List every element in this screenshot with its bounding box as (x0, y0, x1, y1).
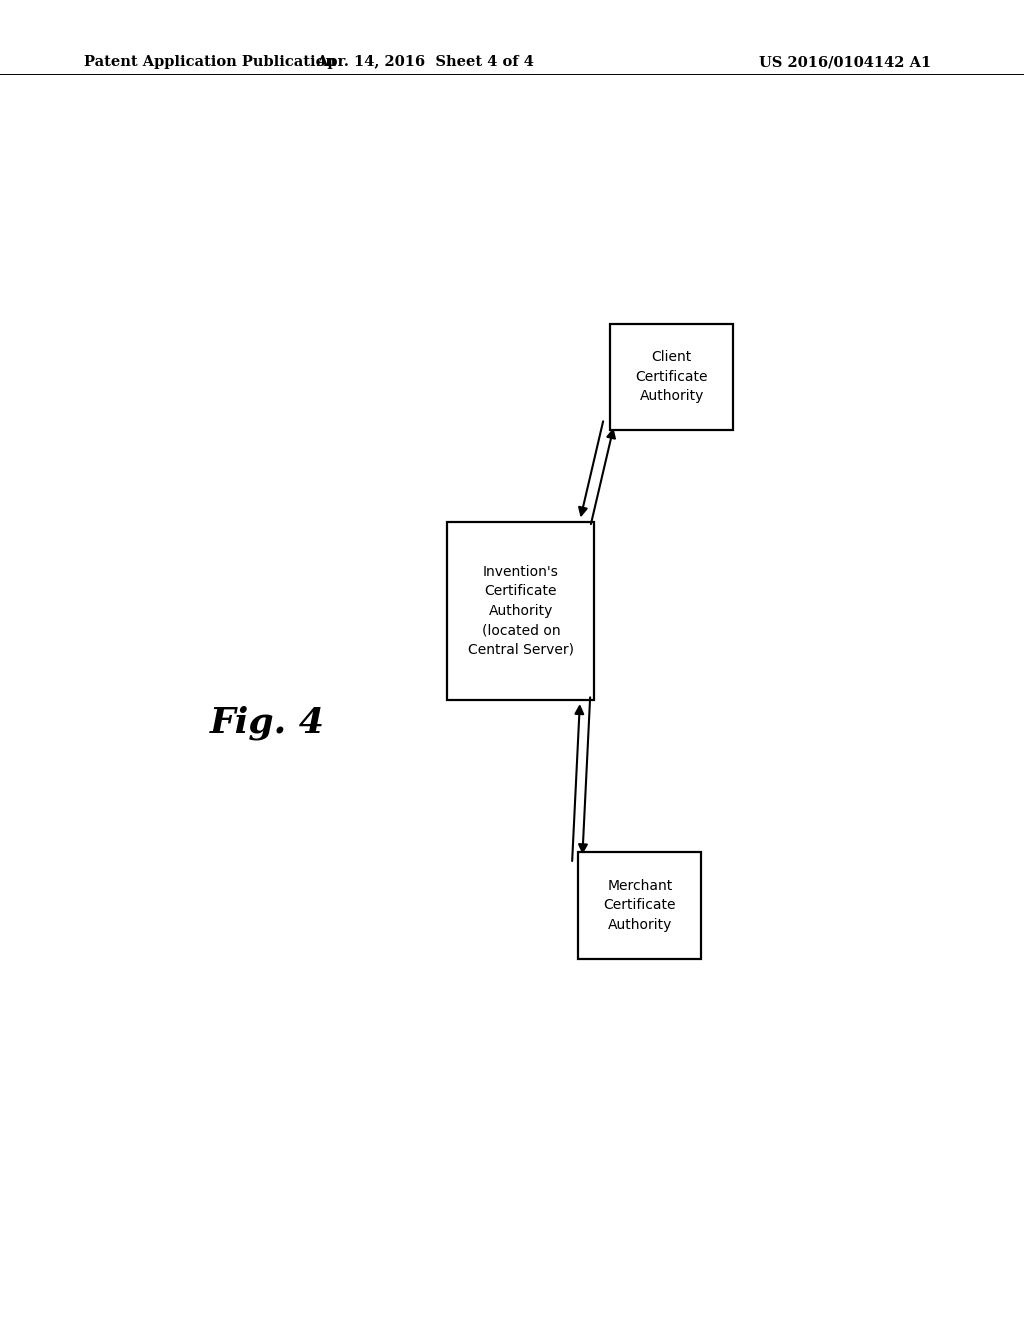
Text: Apr. 14, 2016  Sheet 4 of 4: Apr. 14, 2016 Sheet 4 of 4 (316, 55, 534, 70)
Text: Client
Certificate
Authority: Client Certificate Authority (635, 350, 708, 404)
Text: Patent Application Publication: Patent Application Publication (84, 55, 336, 70)
Bar (579, 853, 701, 958)
Text: US 2016/0104142 A1: US 2016/0104142 A1 (759, 55, 931, 70)
Bar (610, 323, 733, 430)
Text: Invention's
Certificate
Authority
(located on
Central Server): Invention's Certificate Authority (locat… (468, 565, 573, 656)
Bar (447, 521, 594, 700)
Text: Merchant
Certificate
Authority: Merchant Certificate Authority (603, 879, 676, 932)
Text: Fig. 4: Fig. 4 (209, 705, 325, 739)
